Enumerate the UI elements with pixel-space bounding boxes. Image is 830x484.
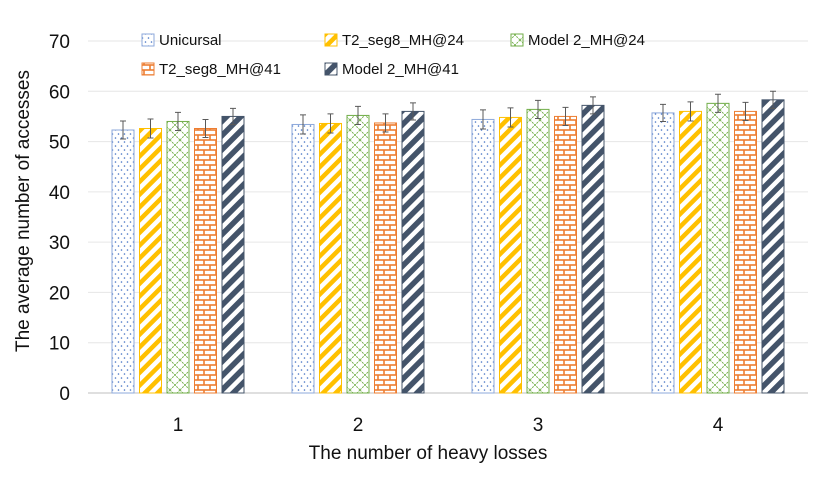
bars [111,99,785,394]
bar-t2-seg8-mh-41-3 [554,115,577,394]
x-tick-label: 1 [173,415,184,436]
bar-model-2-mh-41-1 [221,115,245,394]
legend-label: Model 2_MH@24 [528,32,645,49]
bar-unicursal-2 [291,123,315,394]
error-bar [507,107,514,128]
bar-unicursal-3 [471,118,495,394]
bar-model-2-mh-24-3 [526,108,550,394]
error-bar [202,118,209,139]
bar-model-2-mh-24-2 [346,114,370,394]
legend-swatch [324,62,338,76]
bar-model-2-mh-41-2 [401,110,425,394]
bar-model-2-mh-24-1 [166,120,190,394]
bar-t2-seg8-mh-41-2 [374,122,397,394]
error-bar [327,113,334,134]
bar-model-2-mh-24-4 [706,102,730,394]
error-bar [742,101,749,121]
error-bar [535,99,541,119]
error-bar [770,90,776,109]
axis-ticks: 0 10 20 30 40 50 60 70 1 2 3 4 [49,32,724,436]
legend-swatch [324,33,338,47]
legend-swatch [141,62,155,76]
bar-t2-seg8-mh-41-4 [734,110,757,394]
y-axis-title: The average number of accesses [13,70,34,352]
bar-t2-seg8-mh-24-3 [499,116,522,394]
error-bar [147,118,154,139]
x-tick-label: 3 [533,415,544,436]
error-bar [120,120,126,140]
error-bar [355,105,361,125]
x-axis-title: The number of heavy losses [309,443,548,464]
error-bar [562,106,569,126]
y-tick-label: 60 [49,82,70,103]
legend-label: Unicursal [159,32,222,49]
error-bars [120,90,776,140]
legend: Unicursal T2_seg8_MH@24 Model 2_MH@24 T2_se… [141,32,645,78]
y-tick-label: 10 [49,334,70,355]
error-bar [590,96,596,115]
legend-item: Model 2_MH@24 [510,32,645,49]
x-tick-label: 4 [713,415,724,436]
error-bar [687,101,694,122]
bar-t2-seg8-mh-24-4 [679,110,702,394]
error-bar [660,103,666,122]
legend-label: T2_seg8_MH@24 [342,32,464,49]
legend-swatch [510,33,524,47]
y-tick-label: 20 [49,283,70,304]
y-tick-label: 30 [49,233,70,254]
legend-swatch [141,33,155,47]
x-tick-label: 2 [353,415,364,436]
y-tick-label: 50 [49,133,70,154]
y-tick-label: 0 [59,384,70,405]
legend-item: T2_seg8_MH@41 [141,61,281,78]
legend-label: Model 2_MH@41 [342,61,459,78]
error-bar [300,114,306,135]
legend-label: T2_seg8_MH@41 [159,61,281,78]
bar-t2-seg8-mh-24-2 [319,122,342,394]
bar-unicursal-4 [651,112,675,394]
legend-item: T2_seg8_MH@24 [324,32,464,49]
error-bar [715,93,721,113]
error-bar [230,107,236,125]
error-bar [480,109,486,130]
y-tick-label: 70 [49,32,70,53]
bar-t2-seg8-mh-24-1 [139,127,162,394]
error-bar [175,111,181,132]
bar-unicursal-1 [111,129,135,394]
bar-t2-seg8-mh-41-1 [194,127,217,394]
legend-item: Unicursal [141,32,222,49]
y-tick-label: 40 [49,183,70,204]
bar-model-2-mh-41-4 [761,99,785,394]
error-bar [410,102,416,121]
bar-model-2-mh-41-3 [581,104,605,394]
error-bar [382,113,389,133]
legend-item: Model 2_MH@41 [324,61,459,78]
